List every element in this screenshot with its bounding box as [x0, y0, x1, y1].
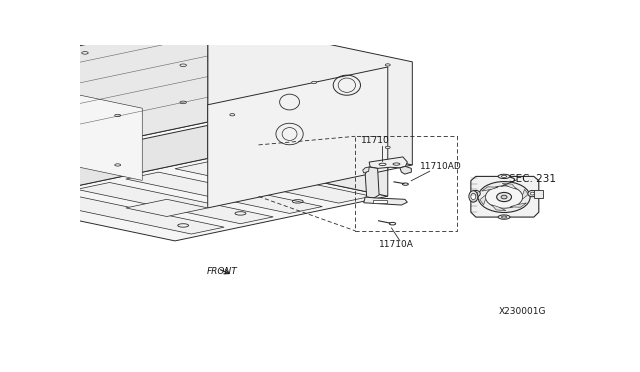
Polygon shape — [0, 19, 208, 173]
Ellipse shape — [0, 90, 6, 93]
Polygon shape — [510, 203, 527, 207]
Ellipse shape — [379, 163, 386, 166]
Ellipse shape — [180, 101, 186, 104]
Ellipse shape — [478, 182, 530, 212]
Polygon shape — [126, 199, 208, 217]
Ellipse shape — [180, 31, 186, 33]
Ellipse shape — [498, 174, 510, 179]
Ellipse shape — [501, 195, 507, 199]
Ellipse shape — [471, 193, 476, 200]
Ellipse shape — [385, 146, 390, 148]
Polygon shape — [0, 158, 388, 241]
Polygon shape — [0, 122, 412, 217]
Ellipse shape — [312, 81, 317, 84]
Ellipse shape — [389, 222, 396, 225]
Text: 11710: 11710 — [361, 137, 390, 145]
Ellipse shape — [501, 216, 507, 218]
Polygon shape — [126, 172, 323, 214]
Polygon shape — [480, 195, 486, 205]
Polygon shape — [492, 205, 506, 211]
Polygon shape — [208, 67, 388, 208]
Ellipse shape — [528, 190, 537, 197]
Polygon shape — [28, 193, 224, 234]
Ellipse shape — [474, 192, 478, 195]
Ellipse shape — [230, 31, 235, 33]
Ellipse shape — [0, 140, 6, 142]
Polygon shape — [0, 74, 142, 180]
Ellipse shape — [501, 176, 507, 177]
Text: SEC. 231: SEC. 231 — [509, 174, 556, 184]
Polygon shape — [363, 167, 369, 173]
Polygon shape — [400, 166, 412, 174]
Polygon shape — [369, 157, 408, 169]
Polygon shape — [471, 176, 539, 217]
Polygon shape — [175, 162, 371, 203]
Ellipse shape — [403, 183, 408, 185]
Bar — [534, 190, 543, 198]
Ellipse shape — [180, 64, 186, 67]
Ellipse shape — [385, 64, 390, 66]
Polygon shape — [364, 197, 408, 205]
Text: 11710AD: 11710AD — [420, 162, 461, 171]
Ellipse shape — [498, 215, 510, 219]
Polygon shape — [522, 189, 529, 199]
Polygon shape — [208, 19, 412, 165]
Ellipse shape — [115, 164, 121, 166]
Text: X230001G: X230001G — [499, 307, 547, 316]
Polygon shape — [502, 183, 516, 189]
Polygon shape — [0, 0, 224, 46]
Ellipse shape — [531, 192, 534, 195]
Text: 11710A: 11710A — [379, 240, 414, 248]
Polygon shape — [482, 187, 498, 191]
Text: FRONT: FRONT — [207, 267, 237, 276]
Bar — [372, 200, 387, 203]
Ellipse shape — [497, 192, 511, 202]
Polygon shape — [208, 125, 388, 196]
Polygon shape — [0, 0, 183, 62]
Ellipse shape — [393, 163, 400, 165]
Polygon shape — [77, 183, 273, 224]
Ellipse shape — [230, 113, 235, 116]
Ellipse shape — [82, 52, 88, 54]
Ellipse shape — [469, 191, 478, 202]
Polygon shape — [0, 125, 208, 203]
Polygon shape — [365, 167, 379, 198]
Ellipse shape — [471, 190, 480, 197]
Ellipse shape — [115, 114, 121, 116]
Ellipse shape — [486, 186, 523, 208]
